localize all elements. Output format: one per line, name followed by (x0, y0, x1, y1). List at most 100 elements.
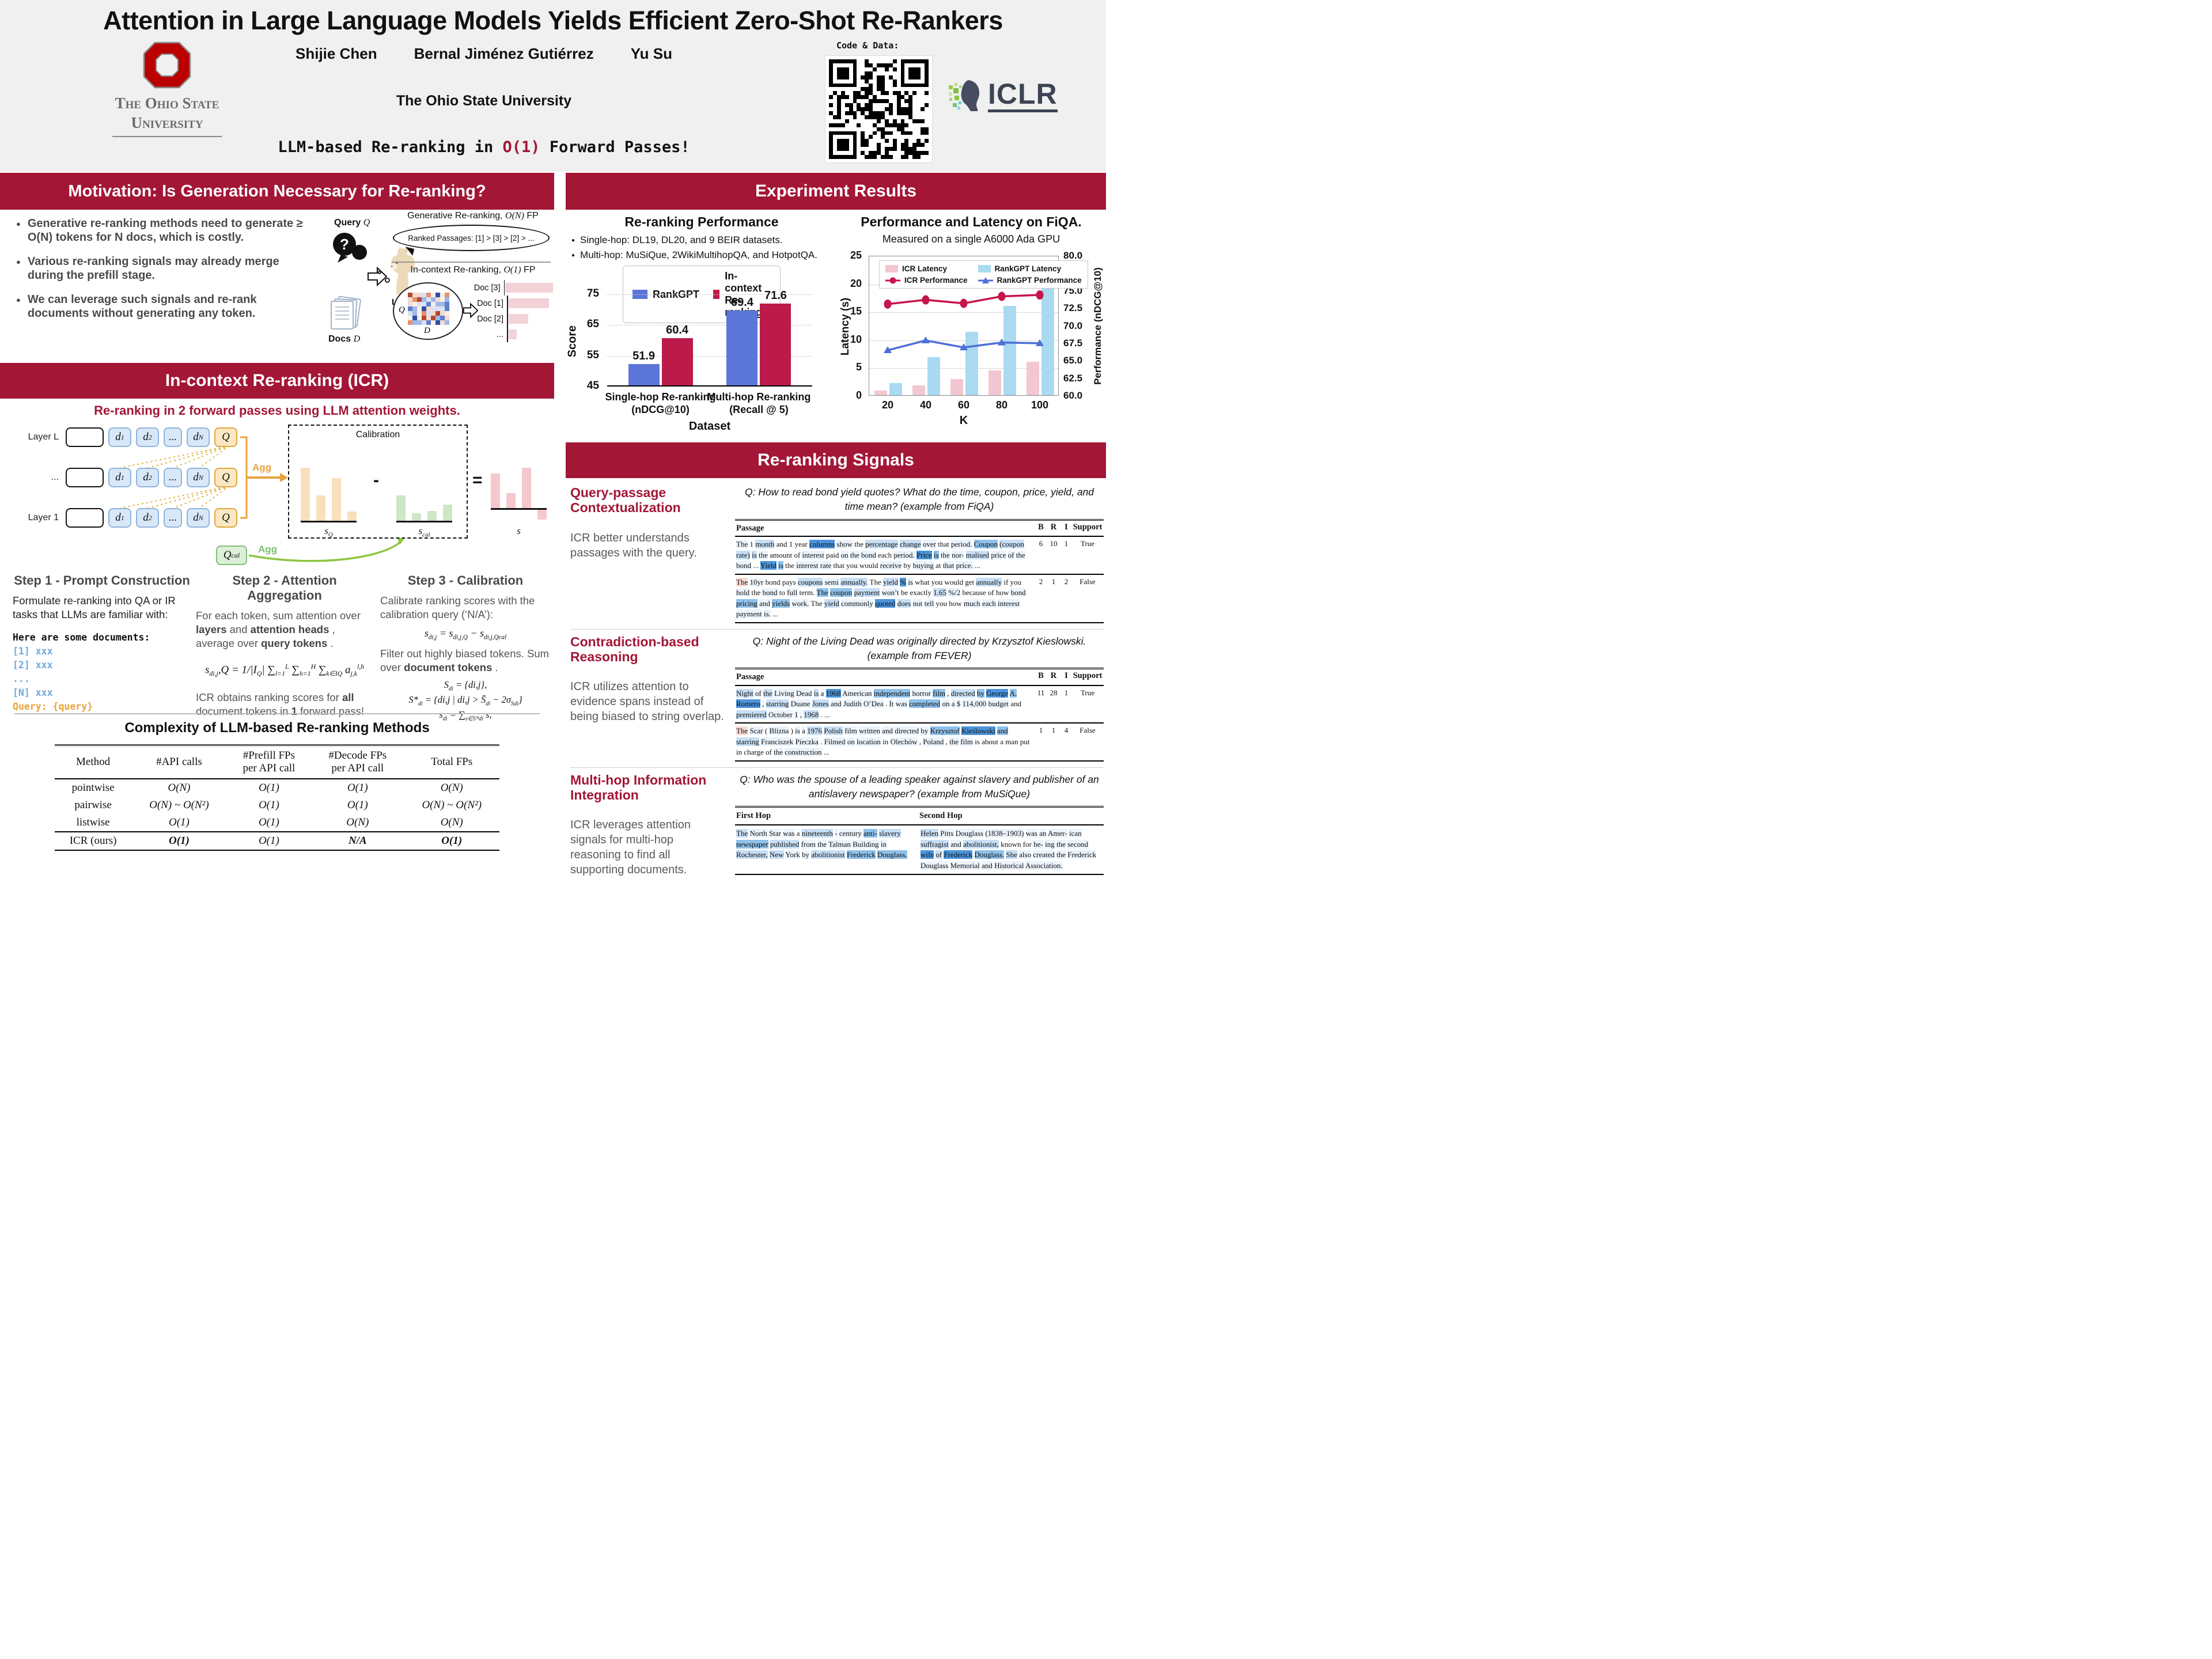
bar (1003, 306, 1016, 395)
layer-label: Layer 1 (28, 513, 59, 522)
doc-ranking-list: Doc [3] Doc [1] Doc [2]... (474, 280, 553, 342)
diagram-divider (392, 262, 551, 263)
poster: Attention in Large Language Models Yield… (0, 0, 1106, 876)
doc-rank-label: Doc [1] (477, 298, 503, 308)
signal-description: ICR utilizes attention to evidence spans… (570, 680, 724, 724)
bullet-text: Generative re-ranking methods need to ge… (27, 217, 303, 244)
latency-tick: 25 (850, 249, 862, 261)
table-row: pointwise O(N) O(1) O(1) O(N) (55, 779, 499, 797)
step1-column: Step 1 - Prompt Construction Formulate r… (13, 573, 191, 714)
code-line: ... (13, 673, 30, 684)
bar (443, 505, 452, 521)
bar (726, 310, 758, 385)
cloud-d-label: D (424, 326, 430, 335)
signal-left: Query-passage Contextualization ICR bett… (570, 485, 727, 623)
table-row-icr: ICR (ours) O(1) O(1) N/A O(1) (55, 831, 499, 851)
legend-item: RankGPT Performance (978, 276, 1082, 285)
y-tick-label: 55 (586, 349, 599, 361)
reranking-performance-chart-block: Re-ranking Performance ● Single-hop: DL19… (566, 214, 832, 434)
first-hop-passage: The North Star was a nineteenth - centur… (736, 829, 907, 859)
token-q: Q (214, 427, 237, 447)
cloud-q-label: Q (399, 305, 405, 315)
bar-value-label: 71.6 (764, 289, 787, 302)
legend-item: ICR Performance (885, 276, 968, 285)
header: Attention in Large Language Models Yield… (0, 0, 1106, 172)
bullet-item: ● Various re-ranking signals may already … (16, 255, 304, 283)
method-cell: pointwise (71, 781, 115, 794)
motivation-bullets: ● Generative re-ranking methods need to g… (16, 217, 304, 320)
x-axis-label: K (959, 414, 968, 427)
table-row: Night of the Living Dead is a 1968 Ameri… (735, 686, 1104, 724)
bullet-icon: ● (16, 295, 21, 304)
icr-subtitle: Re-ranking in 2 forward passes using LLM… (94, 403, 460, 418)
passage-text: The 1 month and 1 year columns show the … (736, 540, 1025, 570)
legend: ICR Latency RankGPT Latency ICR Performanc… (879, 260, 1088, 289)
bar-value-label: 69.4 (730, 296, 753, 309)
authors: Shijie Chen Bernal Jiménez Gutiérrez Yu … (276, 45, 691, 63)
chart2-title: Performance and Latency on FiQA. (861, 214, 1082, 229)
tagline-suffix: Forward Passes! (540, 138, 690, 156)
col-decode: #Decode FPs per API call (311, 744, 404, 779)
osu-underline (112, 135, 222, 137)
doc-rank-label: ... (496, 329, 503, 339)
step2-column: Step 2 - Attention Aggregation For each … (196, 573, 373, 718)
complexity-table: Method #API calls #Prefill FPs per API c… (55, 744, 499, 851)
layer-row: Layer L d 1 d 2... d N Q (10, 427, 237, 447)
latency-tick: 20 (850, 277, 862, 289)
signal-heading: Multi-hop Information Integration (570, 772, 707, 802)
layer-label: Layer L (28, 432, 59, 442)
doc-rank-bar (509, 314, 528, 324)
legend-swatch (885, 265, 898, 272)
passage-text: The Scar ( Blizna ) is a 1976 Polish fil… (736, 726, 1030, 757)
agg-label: Agg (252, 462, 272, 473)
affiliation: The Ohio State University (396, 93, 572, 109)
bar-group-label: scal (418, 525, 430, 539)
signal-right: Q: How to read bond yield quotes? What d… (735, 485, 1104, 623)
doc-rank-row: ... (474, 327, 553, 342)
sum-equation: sdi = ∑s∈S*di s, (439, 709, 492, 722)
step1-text: Formulate re-ranking into QA or IR tasks… (13, 594, 176, 621)
token-dots: ... (164, 468, 182, 487)
hops-body: The North Star was a nineteenth - centur… (735, 825, 1104, 876)
latency-performance-chart: 051015202560.062.565.067.570.072.575.077… (836, 249, 1106, 429)
latency-chart-block: Performance and Latency on FiQA. Measure… (836, 214, 1106, 429)
set-equation-2: S*di = {di,j | di,j > S̄di − 2σSdi} (408, 694, 522, 707)
calibration-box (288, 425, 468, 539)
signal-description: ICR leverages attention signals for mult… (570, 819, 691, 877)
signal-row-contradiction: Contradiction-based Reasoning ICR utiliz… (570, 631, 1104, 766)
banner-icr: In-context Re-ranking (ICR) (0, 363, 554, 399)
signal-right: Q: Who was the spouse of a leading speak… (735, 772, 1104, 878)
token-q: Q (214, 468, 237, 487)
osu-block-o-icon (143, 41, 191, 89)
s-bars: s (491, 422, 547, 570)
passage-table-header: Passage B R I Support (735, 668, 1104, 686)
y-axis-label: Score (566, 325, 579, 358)
step3-text2: Filter out highly biased tokens. Sum ove… (380, 647, 550, 673)
bar (332, 478, 341, 521)
col-method: Method (55, 744, 132, 779)
scal-bars: scal (396, 422, 452, 570)
ranked-passages-speech-bubble: Ranked Passages: [1] > [3] > [2] > ... (393, 225, 550, 251)
banner-experiment-results: Experiment Results (566, 173, 1106, 210)
table-row: The 1 month and 1 year columns show the … (735, 537, 1104, 575)
signal-separator (570, 767, 1104, 768)
tagline-highlight: O(1) (502, 138, 540, 156)
iclr-head-icon (949, 80, 980, 111)
bullet-text: Various re-ranking signals may already m… (27, 255, 279, 282)
bar (874, 391, 887, 395)
table-row: listwise O(1) O(1) O(N) O(N) (55, 814, 499, 832)
performance-tick: 67.5 (1063, 337, 1083, 349)
block-arrow-icon (463, 302, 478, 319)
note-item: ● Single-hop: DL19, DL20, and 9 BEIR data… (571, 234, 783, 245)
thought-bubble-icon (385, 278, 390, 283)
layer-row: Layer 1 d 1 d 2... d N Q (10, 508, 237, 528)
example-question: Q: Night of the Living Dead was original… (752, 635, 1086, 661)
bar (1027, 361, 1039, 395)
step3-text: Calibrate ranking scores with the calibr… (380, 594, 535, 621)
